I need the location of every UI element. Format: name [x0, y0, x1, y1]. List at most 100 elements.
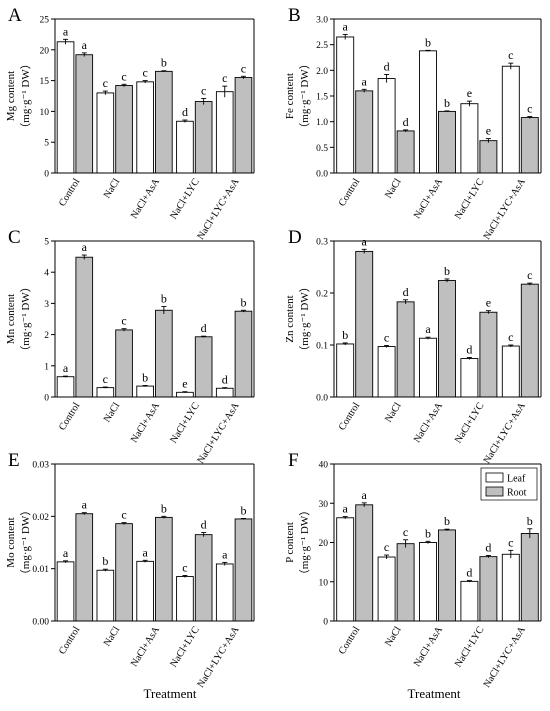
- bar-root: [438, 280, 456, 398]
- significance-letter: c: [508, 330, 513, 344]
- significance-letter: c: [182, 560, 187, 574]
- bar-root: [479, 140, 498, 174]
- significance-letter: d: [201, 518, 207, 532]
- bar-root: [396, 543, 415, 622]
- significance-letter: c: [121, 69, 126, 83]
- legend-swatch-leaf: [485, 472, 504, 483]
- y-tick-label: 40: [319, 461, 329, 471]
- bar-root: [355, 504, 374, 622]
- panel-label: B: [288, 5, 301, 26]
- bar-root: [520, 533, 539, 622]
- y-tick-label: 1.0: [316, 118, 328, 128]
- y-axis-title: Mg content: [5, 71, 17, 121]
- bar-root: [234, 77, 253, 174]
- significance-letter: b: [240, 295, 246, 309]
- x-tick-label: NaCl+LYC: [168, 176, 202, 221]
- x-tick-label: NaCl+LYC+AsA: [195, 176, 242, 242]
- significance-letter: c: [508, 535, 513, 549]
- bar-root: [438, 110, 456, 174]
- bar-leaf: [96, 569, 115, 622]
- bar-root: [115, 523, 133, 622]
- bar-root: [194, 534, 213, 622]
- y-axis-title: Fe content: [284, 73, 296, 119]
- y-axis-title: P content: [284, 522, 296, 563]
- chart-panel-e: E Mo content （mg·g⁻¹ DW） 0.00 0.01 0.02 0.03 a a…: [5, 450, 255, 690]
- bar-leaf: [336, 36, 355, 174]
- significance-letter: a: [362, 488, 368, 502]
- bar-root: [355, 90, 374, 174]
- legend: Leaf Root: [480, 467, 538, 501]
- chart-panel-d: D Zn content（mg·g⁻¹ DW） 0.0 0.1 0.2 0.3 b a Cont…: [284, 227, 542, 466]
- y-axis-unit: （mg·g⁻¹ DW）: [19, 58, 32, 133]
- bar-root: [194, 101, 213, 174]
- significance-letter: c: [384, 331, 389, 345]
- bar-root: [520, 117, 539, 174]
- panel-label: A: [8, 5, 22, 26]
- y-axis-unit: （mg·g⁻¹ DW）: [298, 505, 311, 580]
- y-axis-title: Zn content: [284, 295, 296, 342]
- significance-letter: c: [103, 372, 108, 386]
- y-tick-label: 5: [44, 238, 49, 248]
- significance-letter: b: [240, 503, 246, 517]
- significance-letter: e: [467, 86, 472, 100]
- bar-root: [155, 309, 173, 398]
- significance-letter: c: [201, 83, 206, 97]
- x-tick-label: Control: [57, 177, 83, 209]
- x-tick-label: NaCl+AsA: [129, 400, 163, 445]
- bar-leaf: [176, 120, 194, 174]
- y-tick-label: 10: [40, 108, 50, 118]
- bar-root: [234, 310, 253, 398]
- bar-leaf: [96, 387, 115, 398]
- bar-root: [396, 301, 415, 398]
- x-tick-label: NaCl: [383, 177, 404, 201]
- x-tick-label: Control: [337, 625, 363, 657]
- bar-leaf: [460, 103, 479, 174]
- x-tick-label: NaCl+LYC: [453, 176, 487, 221]
- x-tick-label: NaCl: [383, 401, 404, 425]
- significance-letter: b: [142, 370, 148, 384]
- bar-leaf: [56, 41, 75, 174]
- x-tick-label: NaCl: [102, 177, 123, 201]
- bar-leaf: [136, 385, 154, 398]
- chart-panel-f: F P content （mg·g⁻¹ DW） 0 10 20 30 40 aa Control c…: [284, 450, 542, 690]
- significance-letter: d: [403, 115, 409, 129]
- significance-letter: b: [161, 292, 167, 306]
- chart-panel-c: C Mn content （mg·g⁻¹ DW） 0 1 2 3 4 5 a a Control c c N…: [5, 227, 255, 466]
- significance-letter: b: [444, 264, 450, 278]
- significance-letter: a: [63, 24, 69, 38]
- y-tick-label: 0.2: [316, 290, 328, 300]
- significance-letter: b: [425, 35, 431, 49]
- y-tick-label: 0: [44, 394, 49, 404]
- bar-root: [520, 283, 539, 398]
- bar-leaf: [419, 337, 437, 398]
- y-tick-label: 0.0: [316, 394, 328, 404]
- x-tick-label: NaCl+LYC+AsA: [482, 400, 529, 466]
- bar-leaf: [56, 561, 75, 622]
- bar-leaf: [419, 542, 437, 622]
- chart-panel-b: B Fe content （mg·g⁻¹ DW） 0.0 0.5 1.0 1.5 2.0 2.5…: [284, 5, 542, 242]
- significance-letter: a: [63, 546, 69, 560]
- y-axis-unit: （mg·g⁻¹ DW）: [19, 505, 32, 580]
- y-tick-label: 0: [323, 618, 328, 628]
- y-tick-label: 25: [40, 16, 50, 26]
- significance-letter: c: [142, 66, 147, 80]
- y-axis-unit: （mg·g⁻¹ DW）: [298, 281, 311, 356]
- x-tick-label: NaCl+LYC+AsA: [195, 400, 242, 466]
- significance-letter: a: [82, 240, 88, 254]
- panel-label: F: [288, 450, 299, 471]
- y-tick-label: 0.03: [32, 461, 49, 471]
- y-tick-label: 3: [44, 300, 49, 310]
- bar-leaf: [136, 560, 154, 622]
- legend-label-leaf: Leaf: [507, 474, 526, 485]
- y-tick-label: 20: [40, 46, 50, 56]
- y-tick-label: 10: [319, 578, 329, 588]
- y-tick-label: 30: [319, 500, 329, 510]
- y-tick-label: 1.5: [316, 93, 328, 103]
- bar-leaf: [215, 563, 234, 622]
- significance-letter: d: [222, 373, 228, 387]
- bar-leaf: [501, 345, 520, 398]
- y-axis-unit: （mg·g⁻¹ DW）: [19, 281, 32, 356]
- x-tick-label: NaCl+LYC: [453, 400, 487, 445]
- significance-letter: d: [384, 59, 390, 73]
- bar-leaf: [460, 358, 479, 398]
